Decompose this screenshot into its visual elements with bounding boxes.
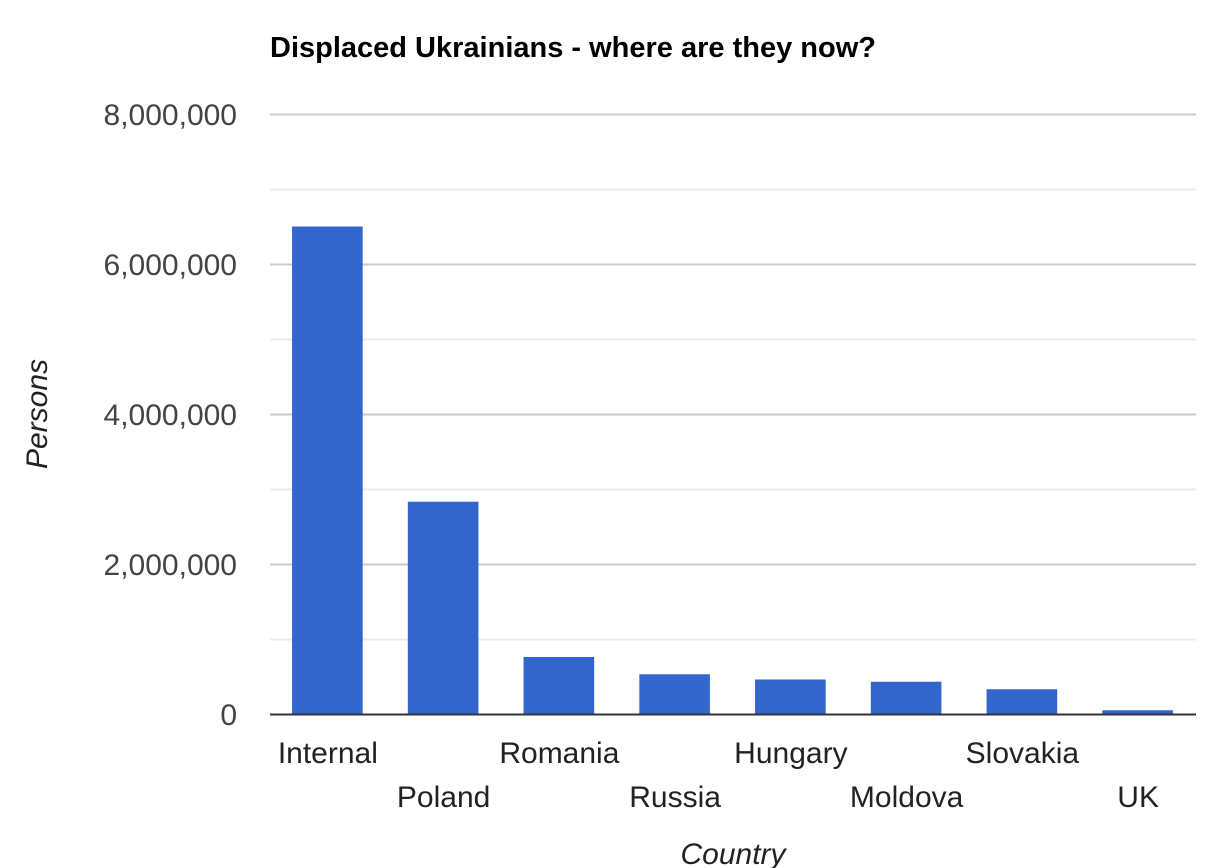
bar-moldova — [870, 681, 942, 714]
category-label-slovakia: Slovakia — [966, 737, 1080, 770]
category-label-moldova: Moldova — [850, 781, 964, 814]
y-tick-label: 0 — [220, 699, 237, 732]
bar-uk — [1102, 710, 1173, 714]
y-axis-tick-labels: 0 2,000,000 4,000,000 6,000,000 8,000,000 — [104, 99, 237, 732]
category-label-internal: Internal — [278, 737, 378, 770]
bars — [292, 226, 1173, 714]
x-axis-title: Country — [680, 838, 787, 868]
chart-title: Displaced Ukrainians - where are they no… — [270, 32, 876, 64]
y-tick-label: 4,000,000 — [104, 399, 237, 432]
y-tick-label: 6,000,000 — [104, 249, 237, 282]
category-label-hungary: Hungary — [734, 737, 847, 770]
y-axis-title: Persons — [21, 359, 54, 469]
category-label-uk: UK — [1117, 781, 1159, 814]
category-label-romania: Romania — [499, 737, 619, 770]
bar-internal — [292, 226, 363, 714]
bar-poland — [407, 501, 479, 714]
bar-slovakia — [986, 689, 1058, 714]
category-label-poland: Poland — [397, 781, 490, 814]
bar-hungary — [755, 679, 826, 714]
y-tick-label: 2,000,000 — [104, 549, 237, 582]
bar-russia — [639, 674, 710, 714]
y-tick-label: 8,000,000 — [104, 99, 237, 132]
x-axis-category-labels: Internal Poland Romania Russia HungaryMoldov… — [278, 737, 1159, 814]
bar-romania — [523, 657, 595, 714]
category-label-russia: Russia — [629, 781, 721, 814]
